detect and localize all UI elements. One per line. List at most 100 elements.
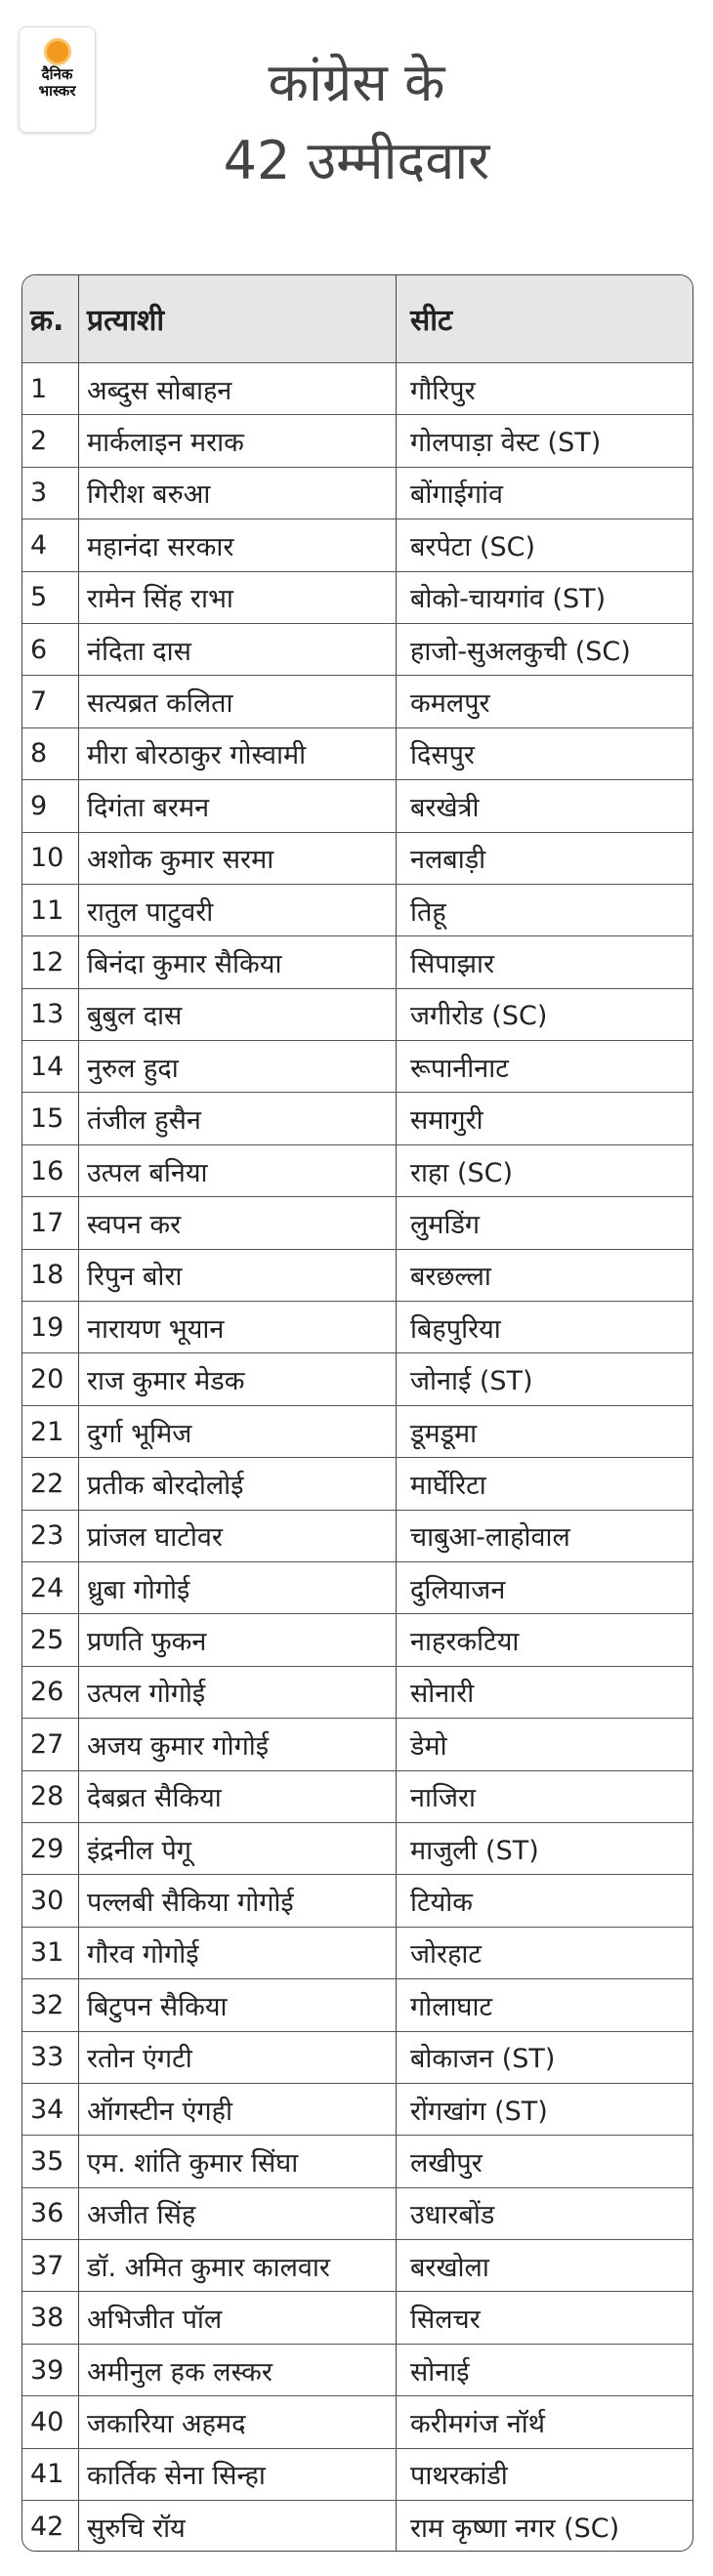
- table-row: 8 मीरा बोरठाकुर गोस्वामी दिसपुर: [22, 727, 692, 780]
- table-row: 31 गौरव गोगोई जोरहाट: [22, 1926, 692, 1979]
- cell-serial: 6: [22, 623, 79, 676]
- cell-seat: बरखोला: [410, 2252, 489, 2283]
- cell-candidate: स्वपन कर: [79, 1197, 397, 1249]
- table-row: 7 सत्यब्रत कलिता कमलपुर: [22, 675, 692, 727]
- table-row: 5 रामेन सिंह राभा बोको-चायगांव (ST): [22, 570, 692, 623]
- logo-line-2: भास्कर: [38, 82, 76, 100]
- cell-serial: 32: [22, 1979, 79, 2031]
- cell-serial: 34: [22, 2083, 79, 2136]
- cell-candidate: अशोक कुमार सरमा: [79, 832, 397, 884]
- cell-serial: 40: [22, 2396, 79, 2448]
- cell-seat: नाहरकटिया: [410, 1627, 520, 1658]
- cell-serial: 33: [22, 2031, 79, 2083]
- cell-serial: 7: [22, 676, 79, 727]
- cell-seat: राहा (SC): [410, 1157, 514, 1188]
- cell-serial: 8: [22, 727, 79, 780]
- cell-seat: बोको-चायगांव (ST): [410, 584, 607, 615]
- cell-seat: डूमडूमा: [410, 1418, 478, 1449]
- cell-candidate: मीरा बोरठाकुर गोस्वामी: [79, 727, 397, 780]
- table-row: 42 सुरुचि रॉय राम कृष्णा नगर (SC): [22, 2500, 692, 2551]
- cell-candidate: इंद्रनील पेगू: [79, 1822, 397, 1875]
- logo-line-1: दैनिक: [41, 65, 73, 83]
- cell-serial: 17: [22, 1197, 79, 1249]
- cell-serial: 20: [22, 1353, 79, 1405]
- cell-seat: माजुली (ST): [410, 1835, 539, 1866]
- cell-serial: 24: [22, 1561, 79, 1614]
- cell-candidate: सुरुचि रॉय: [79, 2501, 397, 2551]
- cell-candidate: डॉ. अमित कुमार कालवार: [79, 2240, 397, 2292]
- cell-candidate: प्रतीक बोरदोलोई: [79, 1458, 397, 1510]
- cell-candidate: ध्रुबा गोगोई: [79, 1561, 397, 1614]
- cell-seat: राम कृष्णा नगर (SC): [410, 2513, 620, 2544]
- cell-serial: 4: [22, 519, 79, 571]
- cell-serial: 38: [22, 2292, 79, 2344]
- cell-serial: 39: [22, 2344, 79, 2396]
- cell-serial: 37: [22, 2240, 79, 2292]
- table-row: 11 रातुल पाटुवरी तिहू: [22, 883, 692, 936]
- cell-seat: बरछल्ला: [410, 1262, 491, 1293]
- cell-candidate: बिटुपन सैकिया: [79, 1979, 397, 2031]
- table-row: 26 उत्पल गोगोई सोनारी: [22, 1665, 692, 1719]
- table-row: 30 पल्लबी सैकिया गोगोई टियोक: [22, 1874, 692, 1927]
- table-row: 13 बुबुल दास जगीरोड (SC): [22, 987, 692, 1041]
- cell-seat: जगीरोड (SC): [410, 1001, 548, 1032]
- cell-seat: नाजिरा: [410, 1783, 477, 1814]
- table-row: 29 इंद्रनील पेगू माजुली (ST): [22, 1821, 692, 1875]
- table-row: 15 तंजील हुसैन समागुरी: [22, 1092, 692, 1144]
- table-row: 25 प्रणति फुकन नाहरकटिया: [22, 1613, 692, 1666]
- cell-seat: उधारबोंड: [410, 2200, 495, 2231]
- cell-serial: 36: [22, 2187, 79, 2240]
- cell-seat: लुमडिंग: [410, 1209, 481, 1240]
- cell-serial: 42: [22, 2501, 79, 2551]
- table-row: 21 दुर्गा भूमिज डूमडूमा: [22, 1404, 692, 1458]
- cell-serial: 1: [22, 363, 79, 415]
- table-row: 20 राज कुमार मेडक जोनाई (ST): [22, 1352, 692, 1405]
- table-row: 2 मार्कलाइन मराक गोलपाड़ा वेस्ट (ST): [22, 414, 692, 467]
- cell-seat: बोकाजन (ST): [410, 2044, 556, 2075]
- table-row: 32 बिटुपन सैकिया गोलाघाट: [22, 1978, 692, 2031]
- table-row: 33 रतोन एंगटी बोकाजन (ST): [22, 2030, 692, 2083]
- table-row: 9 दिगंता बरमन बरखेत्री: [22, 779, 692, 832]
- cell-seat: सिपाझार: [410, 948, 495, 979]
- cell-seat: दिसपुर: [410, 740, 475, 771]
- cell-seat: रोंगखांग (ST): [410, 2096, 548, 2127]
- cell-candidate: प्रांजल घाटोवर: [79, 1510, 397, 1561]
- cell-serial: 29: [22, 1822, 79, 1875]
- table-row: 10 अशोक कुमार सरमा नलबाड़ी: [22, 831, 692, 884]
- cell-serial: 16: [22, 1144, 79, 1197]
- cell-candidate: उत्पल बनिया: [79, 1144, 397, 1197]
- cell-candidate: अब्दुस सोबाहन: [79, 363, 397, 415]
- cell-candidate: जकारिया अहमद: [79, 2396, 397, 2448]
- table-row: 24 ध्रुबा गोगोई दुलियाजन: [22, 1560, 692, 1614]
- cell-serial: 11: [22, 884, 79, 936]
- table-row: 3 गिरीश बरुआ बोंगाईगांव: [22, 466, 692, 519]
- title-line-2: 42 उम्मीदवार: [223, 130, 490, 191]
- cell-serial: 27: [22, 1719, 79, 1770]
- cell-seat: बोंगाईगांव: [410, 479, 504, 511]
- cell-serial: 14: [22, 1041, 79, 1093]
- table-row: 4 महानंदा सरकार बरपेटा (SC): [22, 519, 692, 571]
- cell-candidate: अमीनुल हक लस्कर: [79, 2344, 397, 2396]
- table-row: 41 कार्तिक सेना सिन्हा पाथरकांडी: [22, 2447, 692, 2501]
- cell-serial: 31: [22, 1927, 79, 1979]
- cell-seat: समागुरी: [410, 1105, 483, 1137]
- table-row: 37 डॉ. अमित कुमार कालवार बरखोला: [22, 2239, 692, 2292]
- cell-serial: 23: [22, 1510, 79, 1561]
- table-row: 18 रिपुन बोरा बरछल्ला: [22, 1248, 692, 1302]
- cell-candidate: उत्पल गोगोई: [79, 1666, 397, 1719]
- table-row: 23 प्रांजल घाटोवर चाबुआ-लाहोवाल: [22, 1509, 692, 1561]
- cell-serial: 22: [22, 1458, 79, 1510]
- header-serial: क्र.: [22, 275, 79, 362]
- cell-candidate: सत्यब्रत कलिता: [79, 676, 397, 727]
- cell-candidate: नंदिता दास: [79, 623, 397, 676]
- table-row: 22 प्रतीक बोरदोलोई मार्घेरिटा: [22, 1457, 692, 1510]
- table-row: 38 अभिजीत पॉल सिलचर: [22, 2291, 692, 2344]
- cell-seat: पाथरकांडी: [410, 2461, 508, 2492]
- cell-seat: सोनारी: [410, 1679, 475, 1710]
- cell-candidate: मार्कलाइन मराक: [79, 415, 397, 467]
- cell-candidate: देबब्रत सैकिया: [79, 1770, 397, 1822]
- cell-seat: गौरिपुर: [410, 375, 476, 406]
- cell-serial: 26: [22, 1666, 79, 1719]
- cell-serial: 21: [22, 1405, 79, 1458]
- cell-seat: तिहू: [410, 896, 446, 928]
